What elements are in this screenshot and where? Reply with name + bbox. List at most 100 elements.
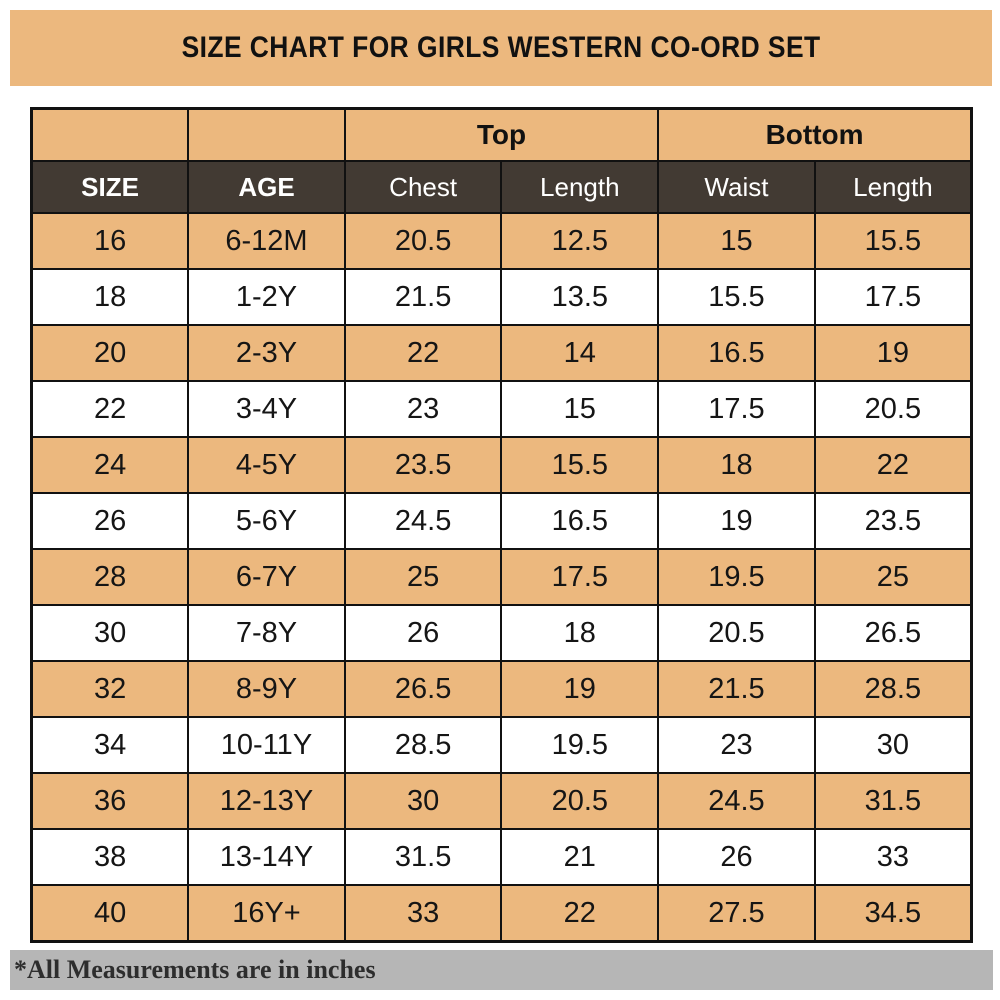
cell-size: 32 — [30, 660, 190, 718]
cell-age: 8-9Y — [187, 660, 346, 718]
cell-top-length: 16.5 — [500, 492, 660, 550]
table-row: 38 13-14Y 31.5 21 26 33 — [30, 828, 973, 886]
footnote-text: *All Measurements are in inches — [14, 955, 376, 984]
cell-age: 12-13Y — [187, 772, 346, 830]
cell-age: 16Y+ — [187, 884, 346, 943]
cell-size: 26 — [30, 492, 190, 550]
table-row: 22 3-4Y 23 15 17.5 20.5 — [30, 380, 973, 438]
size-chart-table: Top Bottom SIZE AGE Chest Length Waist L… — [30, 107, 973, 943]
cell-bottom-length: 19 — [813, 324, 973, 382]
cell-size: 24 — [30, 436, 190, 494]
cell-bottom-length: 20.5 — [813, 380, 973, 438]
cell-bottom-length: 22 — [813, 436, 973, 494]
cell-age: 7-8Y — [187, 604, 346, 662]
cell-top-chest: 23 — [343, 380, 503, 438]
table-row: 26 5-6Y 24.5 16.5 19 23.5 — [30, 492, 973, 550]
table-row: 28 6-7Y 25 17.5 19.5 25 — [30, 548, 973, 606]
column-header-size: SIZE — [30, 160, 190, 214]
group-header-blank-age — [187, 107, 346, 162]
cell-bottom-length: 23.5 — [813, 492, 973, 550]
cell-bottom-length: 15.5 — [813, 212, 973, 270]
cell-bottom-waist: 15 — [657, 212, 816, 270]
cell-bottom-waist: 19.5 — [657, 548, 816, 606]
cell-size: 38 — [30, 828, 190, 886]
cell-age: 4-5Y — [187, 436, 346, 494]
cell-age: 1-2Y — [187, 268, 346, 326]
group-header-bottom: Bottom — [657, 107, 973, 162]
table-row: 40 16Y+ 33 22 27.5 34.5 — [30, 884, 973, 943]
cell-top-chest: 20.5 — [343, 212, 503, 270]
cell-age: 6-12M — [187, 212, 346, 270]
cell-age: 2-3Y — [187, 324, 346, 382]
cell-bottom-length: 28.5 — [813, 660, 973, 718]
cell-top-chest: 26 — [343, 604, 503, 662]
cell-age: 10-11Y — [187, 716, 346, 774]
cell-bottom-length: 26.5 — [813, 604, 973, 662]
cell-top-length: 15.5 — [500, 436, 660, 494]
cell-size: 22 — [30, 380, 190, 438]
group-header-row: Top Bottom — [30, 107, 973, 162]
cell-bottom-waist: 21.5 — [657, 660, 816, 718]
cell-top-chest: 24.5 — [343, 492, 503, 550]
cell-top-length: 19.5 — [500, 716, 660, 774]
cell-top-length: 22 — [500, 884, 660, 943]
cell-top-chest: 26.5 — [343, 660, 503, 718]
cell-size: 28 — [30, 548, 190, 606]
page-title: SIZE CHART FOR GIRLS WESTERN CO-ORD SET — [181, 31, 821, 64]
cell-top-chest: 22 — [343, 324, 503, 382]
table-row: 30 7-8Y 26 18 20.5 26.5 — [30, 604, 973, 662]
cell-top-length: 20.5 — [500, 772, 660, 830]
cell-bottom-waist: 24.5 — [657, 772, 816, 830]
cell-top-length: 14 — [500, 324, 660, 382]
cell-top-length: 15 — [500, 380, 660, 438]
title-banner: SIZE CHART FOR GIRLS WESTERN CO-ORD SET — [10, 10, 992, 86]
cell-size: 34 — [30, 716, 190, 774]
cell-bottom-length: 31.5 — [813, 772, 973, 830]
cell-size: 30 — [30, 604, 190, 662]
cell-bottom-waist: 26 — [657, 828, 816, 886]
table-row: 36 12-13Y 30 20.5 24.5 31.5 — [30, 772, 973, 830]
cell-age: 6-7Y — [187, 548, 346, 606]
cell-bottom-waist: 23 — [657, 716, 816, 774]
table-row: 32 8-9Y 26.5 19 21.5 28.5 — [30, 660, 973, 718]
group-header-top: Top — [343, 107, 660, 162]
footnote-bar: *All Measurements are in inches — [10, 950, 993, 990]
column-header-waist: Waist — [657, 160, 816, 214]
cell-bottom-waist: 19 — [657, 492, 816, 550]
cell-size: 40 — [30, 884, 190, 943]
cell-size: 18 — [30, 268, 190, 326]
cell-bottom-waist: 17.5 — [657, 380, 816, 438]
cell-bottom-length: 17.5 — [813, 268, 973, 326]
cell-top-chest: 23.5 — [343, 436, 503, 494]
cell-top-length: 19 — [500, 660, 660, 718]
cell-top-chest: 21.5 — [343, 268, 503, 326]
cell-top-chest: 31.5 — [343, 828, 503, 886]
group-header-blank-size — [30, 107, 190, 162]
table-row: 20 2-3Y 22 14 16.5 19 — [30, 324, 973, 382]
column-header-age: AGE — [187, 160, 346, 214]
cell-bottom-length: 30 — [813, 716, 973, 774]
cell-bottom-waist: 18 — [657, 436, 816, 494]
column-header-top-length: Length — [500, 160, 660, 214]
cell-size: 20 — [30, 324, 190, 382]
cell-top-length: 21 — [500, 828, 660, 886]
column-header-row: SIZE AGE Chest Length Waist Length — [30, 160, 973, 214]
cell-top-chest: 28.5 — [343, 716, 503, 774]
cell-size: 36 — [30, 772, 190, 830]
cell-size: 16 — [30, 212, 190, 270]
cell-bottom-length: 25 — [813, 548, 973, 606]
column-header-bottom-length: Length — [813, 160, 973, 214]
cell-bottom-waist: 15.5 — [657, 268, 816, 326]
table-row: 34 10-11Y 28.5 19.5 23 30 — [30, 716, 973, 774]
cell-top-length: 17.5 — [500, 548, 660, 606]
column-header-chest: Chest — [343, 160, 503, 214]
cell-age: 13-14Y — [187, 828, 346, 886]
cell-bottom-length: 33 — [813, 828, 973, 886]
cell-bottom-waist: 16.5 — [657, 324, 816, 382]
cell-bottom-waist: 27.5 — [657, 884, 816, 943]
cell-bottom-waist: 20.5 — [657, 604, 816, 662]
table-row: 16 6-12M 20.5 12.5 15 15.5 — [30, 212, 973, 270]
table-head: Top Bottom SIZE AGE Chest Length Waist L… — [30, 107, 973, 214]
cell-top-length: 13.5 — [500, 268, 660, 326]
cell-top-length: 18 — [500, 604, 660, 662]
